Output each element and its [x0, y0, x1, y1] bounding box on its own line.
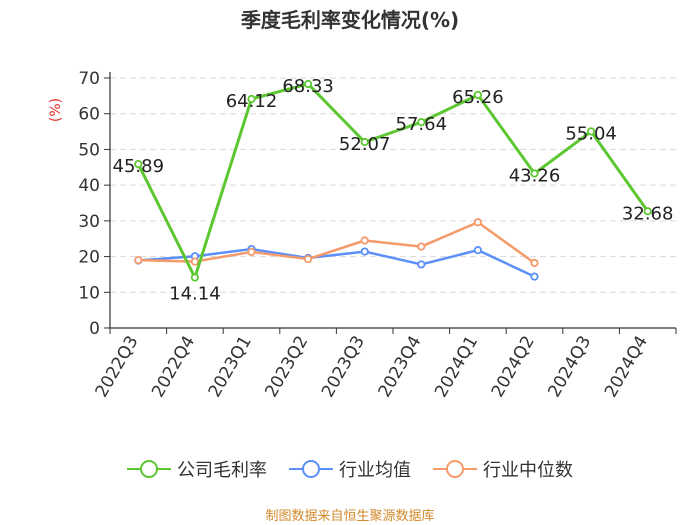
- data-point[interactable]: [586, 127, 596, 136]
- data-label: 64.12: [226, 91, 278, 112]
- data-label: 57.64: [396, 114, 448, 135]
- y-tick-label: 30: [78, 212, 100, 232]
- x-tick-label: 2024Q1: [431, 333, 482, 401]
- series-lines: [134, 79, 652, 282]
- legend-label-industry-median: 行业中位数: [483, 460, 573, 481]
- y-tick-label: 0: [89, 319, 100, 339]
- data-label: 43.26: [509, 166, 561, 187]
- y-tick-label: 60: [78, 105, 100, 125]
- legend-item-industry-median[interactable]: 行业中位数: [433, 456, 573, 482]
- data-point[interactable]: [303, 79, 313, 89]
- data-point[interactable]: [247, 94, 256, 104]
- x-tick-label: 2023Q2: [261, 333, 312, 401]
- source-note: 制图数据来自恒生聚源数据库: [265, 509, 435, 524]
- data-label: 52.07: [339, 134, 391, 155]
- legend: 公司毛利率 行业均值 行业中位数: [0, 456, 700, 482]
- data-point[interactable]: [530, 169, 539, 178]
- data-point[interactable]: [417, 260, 426, 269]
- y-tick-label: 40: [78, 176, 100, 196]
- data-label: 45.89: [113, 156, 165, 177]
- x-tick-label: 2024Q4: [601, 333, 652, 401]
- data-point[interactable]: [360, 137, 369, 147]
- data-point[interactable]: [417, 118, 426, 127]
- chart-title: 季度毛利率变化情况(%): [240, 8, 460, 32]
- data-point[interactable]: [134, 256, 143, 265]
- x-tick-label: 2024Q3: [544, 333, 595, 401]
- legend-item-industry-mean[interactable]: 行业均值: [289, 456, 411, 482]
- legend-item-company[interactable]: 公司毛利率: [127, 456, 267, 482]
- legend-marker-industry-median: [433, 458, 477, 480]
- data-point[interactable]: [473, 246, 482, 255]
- x-tick-label: 2023Q1: [205, 333, 256, 401]
- series-line: [138, 247, 536, 278]
- data-point[interactable]: [360, 236, 369, 245]
- series-line: [138, 221, 536, 265]
- x-tick-label: 2023Q4: [375, 333, 426, 401]
- legend-label-company: 公司毛利率: [177, 460, 267, 481]
- data-label: 68.33: [282, 76, 334, 97]
- grid-lines: [110, 77, 676, 293]
- data-point[interactable]: [190, 257, 199, 266]
- data-point[interactable]: [643, 207, 652, 216]
- x-tick-label: 2022Q4: [148, 333, 199, 401]
- data-point[interactable]: [190, 273, 199, 282]
- x-tick-label: 2024Q2: [488, 333, 539, 401]
- data-point[interactable]: [360, 247, 369, 256]
- x-tick-label: 2023Q3: [318, 333, 369, 401]
- data-label: 14.14: [169, 284, 221, 305]
- series-line: [136, 82, 649, 279]
- legend-label-industry-mean: 行业均值: [339, 460, 411, 481]
- data-point[interactable]: [303, 254, 313, 264]
- data-label: 32.68: [622, 203, 674, 224]
- y-axis-label: (%): [48, 98, 64, 122]
- legend-marker-industry-mean: [289, 458, 333, 480]
- y-tick-label: 20: [78, 248, 100, 268]
- legend-marker-company: [127, 458, 171, 480]
- data-point[interactable]: [247, 247, 256, 257]
- data-point[interactable]: [417, 242, 426, 251]
- data-point[interactable]: [530, 258, 539, 268]
- x-tick-label: 2022Q3: [92, 333, 143, 401]
- data-point[interactable]: [134, 160, 143, 169]
- data-point[interactable]: [473, 90, 482, 100]
- y-tick-label: 50: [78, 140, 100, 160]
- data-label: 55.04: [565, 123, 617, 144]
- data-point[interactable]: [530, 272, 539, 281]
- data-point[interactable]: [473, 218, 482, 227]
- y-tick-label: 10: [78, 283, 100, 303]
- y-tick-label: 70: [78, 69, 100, 89]
- data-label: 65.26: [452, 87, 504, 108]
